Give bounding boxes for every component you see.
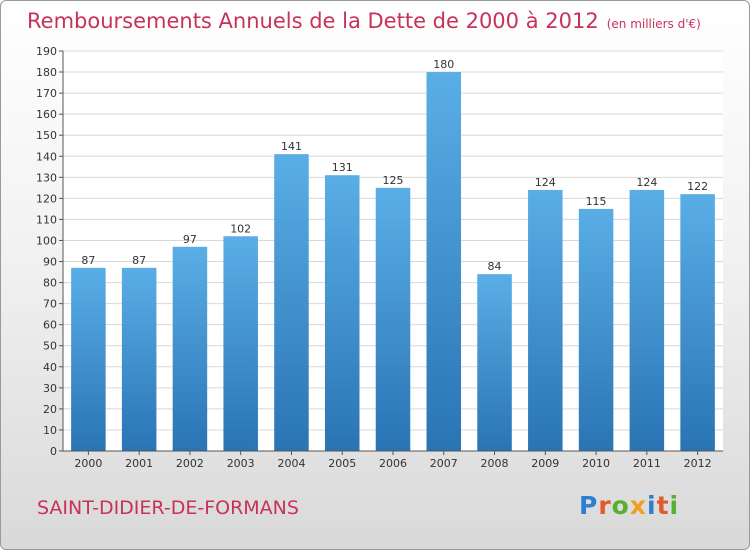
- logo-letter: o: [611, 491, 630, 520]
- y-tick-label: 150: [36, 129, 57, 142]
- y-tick-label: 10: [43, 424, 57, 437]
- y-tick-label: 50: [43, 340, 57, 353]
- data-label: 115: [586, 195, 607, 208]
- y-tick-label: 90: [43, 256, 57, 269]
- chart-title: Remboursements Annuels de la Dette de 20…: [27, 9, 701, 33]
- data-label: 97: [183, 233, 197, 246]
- x-tick-label: 2007: [430, 457, 458, 470]
- y-tick-label: 110: [36, 213, 57, 226]
- x-tick-label: 2004: [277, 457, 305, 470]
- bar: [629, 189, 665, 451]
- y-tick-label: 0: [50, 445, 57, 458]
- logo-letter: P: [579, 491, 599, 520]
- x-tick-label: 2012: [684, 457, 712, 470]
- data-label: 87: [132, 254, 146, 267]
- data-label: 102: [230, 222, 251, 235]
- chart-units: (en milliers d'€): [606, 17, 701, 31]
- data-label: 124: [636, 176, 657, 189]
- logo-letter: t: [656, 491, 670, 520]
- x-tick-label: 2002: [176, 457, 204, 470]
- data-label: 180: [433, 58, 454, 71]
- logo-letter: r: [598, 491, 612, 520]
- x-tick-label: 2006: [379, 457, 407, 470]
- bar: [528, 189, 563, 451]
- y-tick-label: 180: [36, 66, 57, 79]
- logo-letter: i: [647, 491, 657, 520]
- logo-letter: x: [629, 491, 647, 520]
- x-tick-label: 2011: [633, 457, 661, 470]
- y-tick-label: 80: [43, 277, 57, 290]
- y-tick-label: 100: [36, 234, 57, 247]
- y-tick-label: 70: [43, 298, 57, 311]
- bar: [477, 274, 512, 451]
- y-tick-label: 120: [36, 192, 57, 205]
- logo-letter: i: [669, 491, 680, 520]
- x-tick-label: 2001: [125, 457, 153, 470]
- x-tick-label: 2010: [582, 457, 610, 470]
- bar: [223, 236, 258, 451]
- x-tick-label: 2008: [481, 457, 509, 470]
- bar: [172, 246, 208, 451]
- y-tick-label: 140: [36, 150, 57, 163]
- y-tick-label: 130: [36, 171, 57, 184]
- x-tick-label: 2005: [328, 457, 356, 470]
- bar: [375, 187, 411, 451]
- x-tick-label: 2009: [531, 457, 559, 470]
- data-label: 141: [281, 140, 302, 153]
- y-tick-label: 160: [36, 108, 57, 121]
- data-label: 87: [81, 254, 95, 267]
- commune-name: SAINT-DIDIER-DE-FORMANS: [37, 497, 299, 519]
- x-tick-label: 2003: [227, 457, 255, 470]
- bar: [121, 267, 157, 451]
- x-tick-label: 2000: [74, 457, 102, 470]
- bar: [274, 154, 309, 451]
- data-label: 125: [383, 174, 404, 187]
- bar: [578, 208, 614, 451]
- bar: [426, 72, 462, 451]
- bar: [680, 194, 715, 451]
- y-tick-label: 190: [36, 45, 57, 58]
- y-tick-label: 30: [43, 382, 57, 395]
- data-label: 122: [687, 180, 708, 193]
- bar: [324, 175, 360, 452]
- data-label: 84: [488, 260, 502, 273]
- y-tick-label: 170: [36, 87, 57, 100]
- data-label: 131: [332, 161, 353, 174]
- proxiti-logo: Proxiti: [579, 491, 679, 520]
- y-tick-label: 60: [43, 319, 57, 332]
- y-tick-label: 40: [43, 361, 57, 374]
- bar: [71, 267, 106, 451]
- y-tick-label: 20: [43, 403, 57, 416]
- data-label: 124: [535, 176, 556, 189]
- chart-title-text: Remboursements Annuels de la Dette de 20…: [27, 9, 599, 33]
